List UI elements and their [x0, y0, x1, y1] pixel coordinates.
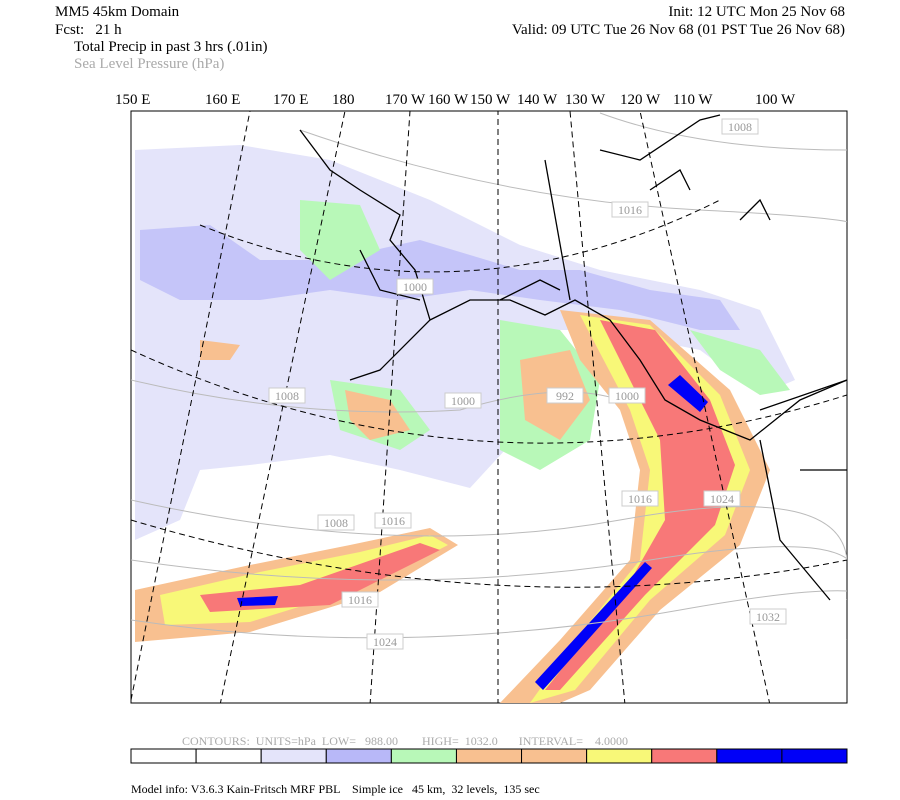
isobar-label-box: [749, 608, 787, 625]
isobar-label: 1000: [451, 394, 475, 408]
isobar-label: 1008: [324, 516, 348, 530]
isobar-label: 1032: [756, 610, 780, 624]
isobar-label-box: [268, 387, 306, 404]
longitude-label: 110 W: [673, 92, 713, 108]
isobar-labels: 1008 1016 1000 1008 1000 992 1000 1016 1024 1008 1…: [268, 118, 787, 650]
colorbar-cell: [651, 748, 718, 764]
isobar-label: 1008: [728, 120, 752, 134]
wband-blue: [237, 596, 278, 606]
map-content: [131, 111, 847, 703]
longitude-label: 130 W: [565, 92, 606, 108]
isobar-label-box: [396, 278, 434, 295]
isobar-label-box: [703, 490, 741, 507]
longitude-label: 150 E: [115, 92, 150, 108]
isobar-label: 1000: [403, 280, 427, 294]
colorbar-cell: [130, 748, 197, 764]
valid-time: Valid: 09 UTC Tue 26 Nov 68 (01 PST Tue …: [512, 22, 845, 38]
field-pressure: Sea Level Pressure (hPa): [74, 56, 224, 72]
field-precip: Total Precip in past 3 hrs (.01in): [74, 39, 268, 55]
isobar-label-box: [546, 387, 584, 404]
precip-green: [300, 200, 790, 470]
longitude-label: 180: [332, 92, 355, 108]
blue-blob: [668, 375, 708, 412]
longitude-label: 170 E: [273, 92, 308, 108]
colorbar: [130, 748, 848, 764]
isobar-label: 1016: [628, 492, 652, 506]
isobar-label-box: [611, 201, 649, 218]
precip-lavender: [140, 225, 740, 330]
colorbar-cell: [455, 748, 523, 764]
isobar-label: 1024: [373, 635, 397, 649]
isobar-label: 1000: [615, 389, 639, 403]
colorbar-cell: [390, 748, 457, 764]
colorbar-cell: [521, 748, 588, 764]
colorbar-cell: [260, 748, 327, 764]
forecast-hour: Fcst: 21 h: [55, 22, 122, 38]
map-frame: [130, 110, 848, 704]
precip-peach: [200, 340, 590, 440]
isobar-label-box: [366, 633, 404, 650]
colorbar-cell: [195, 748, 262, 764]
longitude-label: 120 W: [620, 92, 661, 108]
longitude-label: 170 W: [385, 92, 426, 108]
isobar-label: 1008: [275, 389, 299, 403]
isobar-label: 1016: [381, 514, 405, 528]
longitude-label: 140 W: [517, 92, 558, 108]
colorbar-cell: [586, 748, 653, 764]
colorbar-cell: [781, 748, 848, 764]
coastlines: [299, 114, 847, 601]
contour-info: CONTOURS: UNITS=hPa LOW= 988.00 HIGH= 10…: [182, 734, 628, 748]
init-time: Init: 12 UTC Mon 25 Nov 68: [668, 4, 845, 20]
longitude-label: 100 W: [755, 92, 796, 108]
model-info: Model info: V3.6.3 Kain-Fritsch MRF PBL …: [131, 782, 540, 796]
isobars: [131, 112, 847, 640]
isobar-label-box: [444, 392, 482, 409]
isobar-label: 992: [556, 389, 574, 403]
isobar-label: 1016: [348, 593, 372, 607]
isobar-label-box: [621, 490, 659, 507]
isobar-label-box: [341, 591, 379, 608]
latlon-grid: [131, 111, 847, 703]
longitude-label: 150 W: [470, 92, 511, 108]
isobar-label-box: [374, 512, 412, 529]
isobar-label: 1024: [710, 492, 734, 506]
isobar-label-box: [317, 514, 355, 531]
isobar-label-box: [608, 387, 646, 404]
domain-title: MM5 45km Domain: [55, 4, 180, 20]
longitude-label: 160 W: [428, 92, 469, 108]
longitude-label: 160 E: [205, 92, 240, 108]
longitude-labels: 150 E 160 E 170 E 180 170 W 160 W 150 W 140 W 13…: [115, 92, 796, 108]
band-blue: [535, 562, 652, 690]
colorbar-cell: [716, 748, 783, 764]
colorbar-cell: [325, 748, 392, 764]
isobar-label: 1016: [618, 203, 642, 217]
isobar-label-box: [721, 118, 759, 135]
